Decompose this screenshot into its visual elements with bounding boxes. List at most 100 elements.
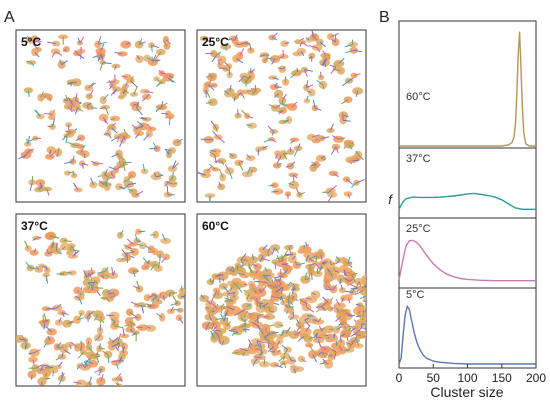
- molecule-tail: [267, 346, 274, 352]
- molecule-tail: [366, 302, 371, 304]
- snapshot-25c: 25°C: [196, 29, 367, 203]
- molecule-tail: [244, 43, 250, 45]
- snapshot-frame: [196, 213, 367, 387]
- molecule-tail: [136, 101, 139, 109]
- molecule-body: [375, 305, 381, 313]
- molecule-tail: [348, 344, 352, 351]
- molecule-tail: [377, 302, 379, 310]
- molecule-tail: [282, 250, 288, 259]
- molecule-tail: [143, 133, 150, 141]
- molecule-tail: [203, 37, 210, 43]
- molecule-tail: [47, 41, 57, 45]
- molecule-tail: [61, 312, 69, 316]
- molecule-body: [42, 368, 51, 378]
- molecule-tail: [95, 280, 99, 285]
- molecule-tail: [81, 163, 84, 169]
- molecule-tail: [100, 274, 105, 280]
- molecule-tail: [104, 107, 109, 115]
- molecule-tail: [304, 319, 310, 327]
- molecule-tail: [97, 270, 106, 274]
- molecule-body: [143, 260, 154, 268]
- snapshot-60c: 60°C: [196, 213, 381, 387]
- molecule-tail: [108, 84, 113, 90]
- molecule-tail: [291, 101, 298, 108]
- molecule-tail: [320, 157, 326, 161]
- molecule-tail: [232, 282, 238, 287]
- molecule-body: [211, 316, 218, 324]
- series-line: [399, 31, 536, 147]
- molecule-tail: [123, 184, 130, 190]
- molecule-tail: [165, 39, 171, 45]
- molecule-tail: [79, 312, 83, 319]
- molecule-body: [368, 315, 377, 320]
- molecule-tail: [353, 73, 361, 76]
- molecule-tail: [40, 381, 43, 386]
- molecule-tail: [341, 80, 350, 87]
- molecule-tail: [292, 174, 298, 179]
- molecule-tail: [43, 313, 47, 322]
- molecule-tail: [294, 261, 298, 266]
- molecule-tail: [236, 58, 244, 64]
- molecule-tail: [52, 370, 55, 377]
- molecule-tail: [317, 317, 322, 323]
- molecule-tail: [345, 342, 352, 345]
- molecule-tail: [267, 125, 275, 132]
- molecule-tail: [110, 88, 118, 96]
- molecule-tail: [39, 364, 45, 372]
- molecule-body: [269, 55, 281, 63]
- molecule-tail: [321, 57, 327, 66]
- molecule-tail: [69, 344, 72, 349]
- molecule-tail: [338, 137, 346, 140]
- molecule-tail: [155, 51, 162, 59]
- molecule-tail: [239, 308, 246, 313]
- molecule-tail: [217, 61, 221, 66]
- molecule-tail: [304, 272, 307, 280]
- molecule-tail: [306, 95, 309, 102]
- molecule-tail: [75, 295, 80, 299]
- molecule-body: [258, 253, 268, 258]
- molecule-tail: [59, 59, 63, 65]
- molecule-tail: [368, 323, 376, 324]
- molecule-body: [44, 250, 53, 257]
- molecule-tail: [275, 296, 282, 299]
- molecule-tail: [132, 270, 136, 277]
- molecule-tail: [282, 153, 288, 160]
- molecule-tail: [215, 329, 221, 332]
- molecule-tail: [252, 89, 257, 95]
- molecule-tail: [272, 283, 278, 289]
- molecule-tail: [311, 161, 317, 166]
- molecule-body: [150, 173, 162, 181]
- molecule-tail: [328, 269, 334, 278]
- molecule-tail: [87, 310, 95, 317]
- molecule-tail: [122, 162, 126, 172]
- molecule-tail: [347, 256, 351, 264]
- molecule-tail: [83, 269, 88, 278]
- molecule-tail: [77, 37, 81, 44]
- molecule-tail: [330, 185, 338, 191]
- x-tick-label: 100: [457, 371, 477, 385]
- molecule-body: [245, 155, 256, 162]
- molecule-tail: [30, 62, 35, 67]
- molecule-tail: [32, 237, 37, 242]
- molecule-tail: [308, 262, 316, 267]
- molecule-tail: [361, 283, 366, 289]
- molecule-tail: [317, 266, 324, 275]
- molecule-tail: [121, 249, 127, 255]
- molecule-body: [372, 307, 381, 312]
- molecule-tail: [281, 66, 286, 70]
- molecule-tail: [136, 55, 141, 60]
- molecule-tail: [332, 135, 339, 140]
- molecule-tail: [152, 293, 158, 298]
- molecule-tail: [49, 149, 52, 154]
- molecule-tail: [86, 272, 94, 278]
- molecule-body: [140, 88, 150, 94]
- molecule-tail: [111, 170, 113, 175]
- molecule-tail: [210, 296, 215, 305]
- molecule-tail: [28, 148, 35, 152]
- molecule-tail: [321, 306, 327, 312]
- series-line: [398, 239, 536, 282]
- molecule-tail: [99, 324, 102, 331]
- molecule-tail: [75, 99, 82, 105]
- molecule-tail: [110, 318, 116, 322]
- molecule-tail: [58, 317, 62, 323]
